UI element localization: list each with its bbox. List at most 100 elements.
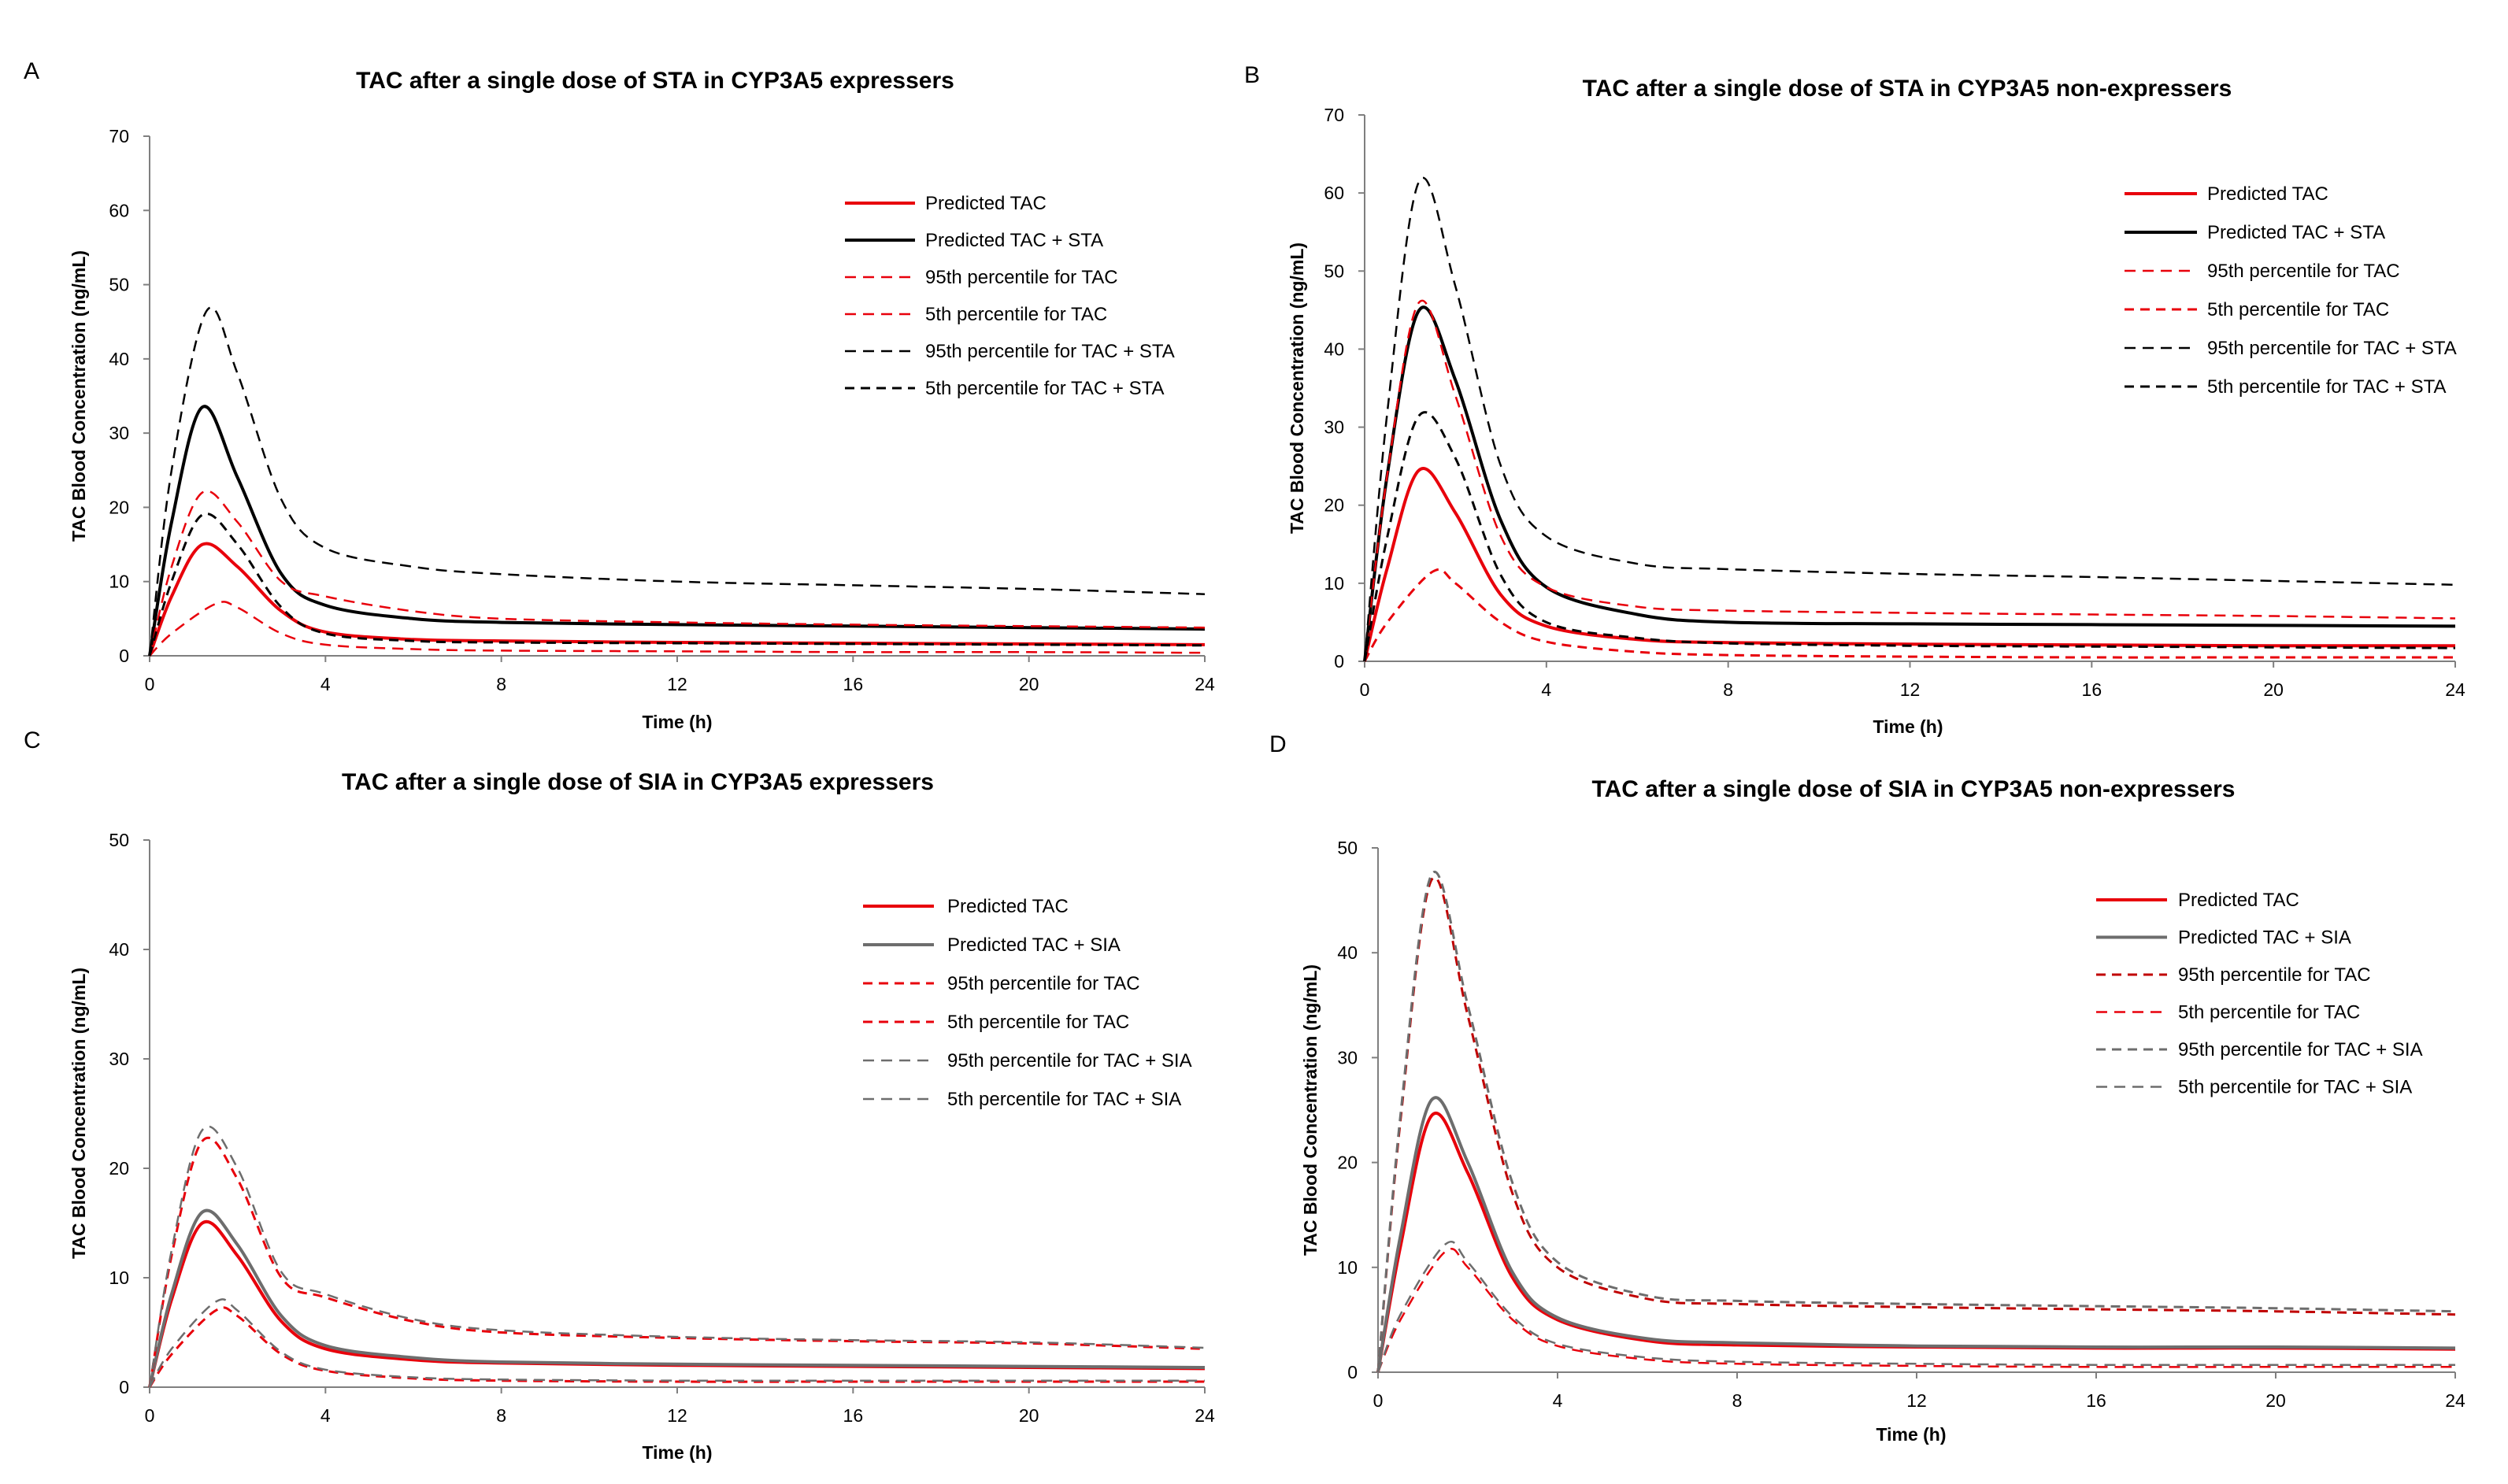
series-line-5 (148, 1125, 1206, 1388)
legend-label: Predicted TAC + STA (925, 230, 1103, 251)
x-tick-label: 24 (1195, 674, 1215, 694)
x-axis-title: Time (h) (642, 712, 712, 732)
y-axis-title: TAC Blood Concentration (ng/mL) (1287, 242, 1307, 534)
legend-label: Predicted TAC (2178, 890, 2299, 911)
series-line-3 (148, 1136, 1206, 1388)
x-tick-label: 4 (1541, 679, 1551, 700)
series-line-1 (148, 1219, 1206, 1388)
series-line-6 (148, 1298, 1205, 1388)
legend: Predicted TAC Predicted TAC + STA 95th per… (2125, 183, 2457, 398)
y-axis-title: TAC Blood Concentration (ng/mL) (69, 968, 89, 1259)
y-tick-label: 20 (109, 497, 129, 517)
series-line-2 (1376, 1096, 2456, 1373)
series-line-2 (148, 405, 1206, 657)
y-tick-label: 10 (109, 1268, 129, 1288)
legend-label: Predicted TAC (947, 896, 1069, 917)
y-tick-label: 40 (1324, 339, 1344, 359)
legend: Predicted TAC Predicted TAC + STA 95th per… (845, 193, 1175, 399)
series-line-2 (148, 1208, 1206, 1388)
chart-panel-a: A TAC after a single dose of STA in CYP3A… (24, 58, 1215, 732)
x-tick-label: 8 (496, 1405, 506, 1426)
y-tick-label: 10 (1337, 1257, 1358, 1278)
legend: Predicted TAC Predicted TAC + SIA 95th per… (2096, 890, 2423, 1098)
legend-label: 5th percentile for TAC + SIA (2178, 1077, 2412, 1098)
x-tick-label: 4 (1553, 1390, 1563, 1411)
y-tick-label: 0 (1334, 651, 1344, 672)
y-tick-label: 0 (119, 646, 129, 666)
series-line-6 (1376, 1240, 2455, 1373)
x-tick-label: 16 (843, 674, 864, 694)
legend-label: 95th percentile for TAC (2178, 964, 2371, 986)
series-line-5 (148, 306, 1206, 657)
y-tick-label: 50 (109, 830, 129, 850)
series-line-6 (1363, 411, 2456, 662)
y-tick-label: 0 (119, 1377, 129, 1397)
y-tick-label: 70 (1324, 105, 1344, 125)
x-tick-label: 8 (1732, 1390, 1743, 1411)
y-tick-label: 30 (109, 1049, 129, 1069)
legend-label: Predicted TAC + SIA (947, 934, 1121, 956)
chart-panel-b: B TAC after a single dose of STA in CYP3A… (1244, 62, 2465, 737)
y-tick-label: 60 (109, 200, 129, 220)
x-tick-label: 8 (496, 674, 506, 694)
x-axis-title: Time (h) (1873, 716, 1943, 737)
legend-label: 5th percentile for TAC (925, 304, 1107, 325)
legend-label: 95th percentile for TAC (2207, 261, 2400, 282)
y-axis-title: TAC Blood Concentration (ng/mL) (69, 250, 89, 542)
x-tick-label: 0 (1360, 679, 1370, 700)
y-tick-label: 30 (109, 423, 129, 443)
panel-letter: C (24, 727, 41, 753)
legend-label: Predicted TAC (2207, 183, 2328, 205)
chart-panel-d: D TAC after a single dose of SIA in CYP3A… (1269, 731, 2465, 1445)
legend-label: 95th percentile for TAC + SIA (947, 1050, 1192, 1071)
x-tick-label: 4 (320, 674, 331, 694)
x-tick-label: 12 (1906, 1390, 1927, 1411)
series-line-1 (148, 542, 1206, 657)
legend-label: 95th percentile for TAC + SIA (2178, 1039, 2423, 1060)
x-tick-label: 24 (1195, 1405, 1215, 1426)
legend: Predicted TAC Predicted TAC + SIA 95th per… (863, 896, 1192, 1110)
x-tick-label: 8 (1723, 679, 1733, 700)
legend-label: Predicted TAC (925, 193, 1047, 214)
series-line-1 (1363, 467, 2456, 662)
y-tick-label: 40 (1337, 942, 1358, 963)
x-tick-label: 12 (667, 674, 687, 694)
x-tick-label: 20 (1019, 1405, 1039, 1426)
x-axis-title: Time (h) (1876, 1424, 1946, 1445)
x-tick-label: 24 (2445, 679, 2465, 700)
y-axis-title: TAC Blood Concentration (ng/mL) (1300, 964, 1321, 1256)
x-axis-title: Time (h) (642, 1442, 712, 1463)
y-tick-label: 10 (109, 572, 129, 592)
legend-label: 95th percentile for TAC (925, 267, 1118, 288)
y-tick-label: 40 (109, 349, 129, 369)
legend-label: 5th percentile for TAC + STA (2207, 376, 2446, 398)
chart-title: TAC after a single dose of STA in CYP3A5… (1583, 76, 2232, 102)
y-tick-label: 20 (109, 1158, 129, 1179)
x-tick-label: 24 (2445, 1390, 2465, 1411)
chart-title: TAC after a single dose of SIA in CYP3A5… (342, 769, 934, 795)
x-tick-label: 0 (145, 1405, 155, 1426)
series-line-2 (1363, 305, 2456, 662)
y-tick-label: 50 (1324, 261, 1344, 281)
x-tick-label: 12 (667, 1405, 687, 1426)
y-tick-label: 30 (1337, 1047, 1358, 1068)
legend-label: 95th percentile for TAC (947, 973, 1140, 994)
legend-label: 95th percentile for TAC + STA (925, 341, 1175, 362)
series-line-4 (148, 1306, 1205, 1388)
y-tick-label: 60 (1324, 183, 1344, 203)
y-tick-label: 0 (1347, 1362, 1358, 1382)
legend-label: 5th percentile for TAC (2207, 299, 2389, 320)
series-line-4 (149, 601, 1206, 657)
series-line-5 (1363, 176, 2456, 662)
y-tick-label: 10 (1324, 573, 1344, 594)
y-tick-label: 50 (109, 275, 129, 295)
x-tick-label: 12 (1900, 679, 1921, 700)
x-tick-label: 0 (145, 674, 155, 694)
x-tick-label: 20 (2265, 1390, 2286, 1411)
legend-label: Predicted TAC + STA (2207, 222, 2385, 243)
chart-title: TAC after a single dose of SIA in CYP3A5… (1592, 776, 2236, 802)
y-tick-label: 30 (1324, 417, 1344, 438)
legend-label: Predicted TAC + SIA (2178, 927, 2351, 949)
panel-letter: A (24, 58, 39, 84)
